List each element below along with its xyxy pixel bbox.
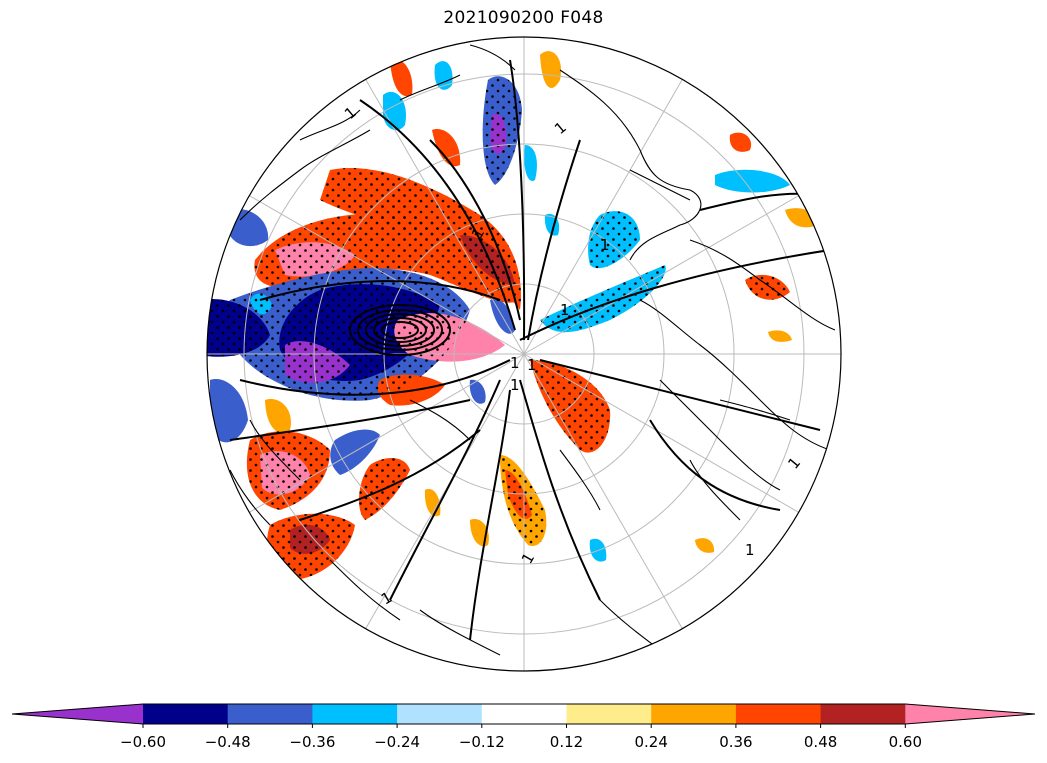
colorbar-segment	[651, 704, 737, 724]
contour-label: 1	[600, 236, 610, 254]
colorbar	[11, 703, 1036, 728]
colorbar-tick-label: −0.48	[204, 733, 251, 751]
colorbar-segment	[566, 704, 652, 724]
colorbar-tick-label: 0.60	[888, 733, 922, 751]
contour-label: 1	[560, 301, 570, 319]
height-contours	[229, 59, 831, 641]
colorbar-tick-label: −0.12	[458, 733, 505, 751]
colorbar-extend-low	[12, 704, 143, 724]
colorbar-tick-label: 0.24	[634, 733, 668, 751]
colorbar-tick-label: 0.12	[549, 733, 584, 751]
contour-label: 1	[510, 354, 520, 372]
colorbar-tick-label: −0.24	[374, 733, 421, 751]
colorbar-segment	[143, 704, 229, 724]
contour-label: 1	[745, 541, 755, 559]
contour-label: 1	[527, 356, 537, 374]
significance-stippling	[207, 76, 790, 580]
contour-label: 1	[510, 376, 520, 394]
graticule	[207, 37, 841, 671]
colorbar-segment	[820, 704, 906, 724]
map-disk	[207, 37, 841, 671]
colorbar-tick-label: −0.36	[289, 733, 336, 751]
map-title: 2021090200 F048	[443, 8, 604, 28]
colorbar-extend-high	[905, 704, 1035, 724]
colorbar-tick-label: 0.36	[719, 733, 753, 751]
colorbar-tick-label: 0.48	[803, 733, 838, 751]
coastlines	[229, 44, 836, 656]
colorbar-segment	[227, 704, 313, 724]
colorbar-segment	[312, 704, 398, 724]
colorbar-segment	[481, 704, 567, 724]
colorbar-tick-label: −0.60	[120, 733, 166, 751]
colorbar-segment	[735, 704, 822, 724]
map-boundary	[206, 36, 842, 672]
colorbar-segment	[397, 704, 483, 724]
